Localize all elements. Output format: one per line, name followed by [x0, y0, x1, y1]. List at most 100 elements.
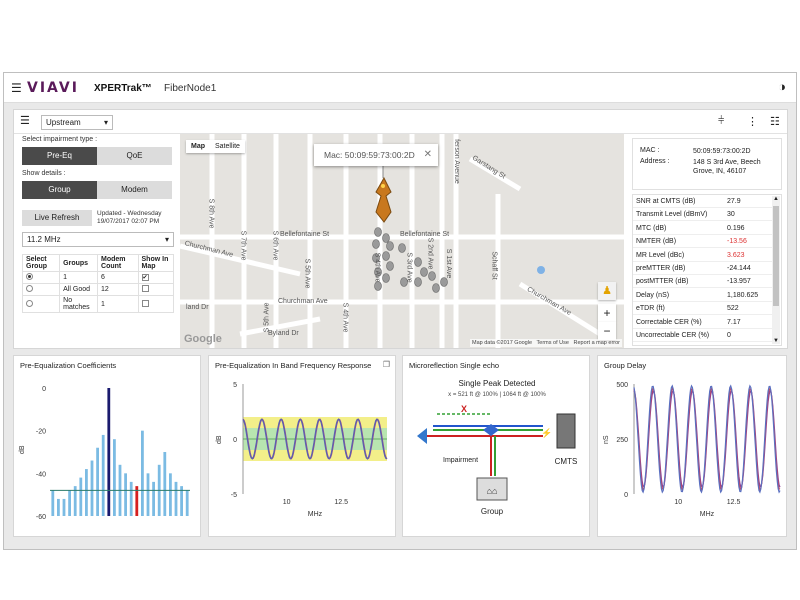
show-in-map-checkbox[interactable]: [141, 285, 149, 292]
street-label: S 2nd Ave: [426, 237, 434, 270]
zoom-in-button[interactable]: +: [598, 304, 616, 322]
metric-label: NMTER (dB): [636, 238, 677, 246]
panel-menu-icon[interactable]: ☰: [20, 115, 30, 127]
terms-link[interactable]: Terms of Use: [536, 340, 569, 346]
x-tick-label: 10: [283, 499, 291, 506]
metric-value: 3.623: [727, 251, 745, 259]
street-label: Byland Dr: [268, 330, 299, 337]
x-distance-label: X: [461, 404, 467, 414]
metric-value: 1,180.625: [727, 291, 759, 299]
table-row: All Good 12: [21, 283, 175, 296]
show-in-map-checkbox[interactable]: ✔: [141, 274, 149, 281]
coefficient-bar: [141, 430, 144, 516]
zoom-out-button[interactable]: −: [598, 322, 616, 340]
contrast-toggle-icon[interactable]: ◑: [778, 79, 786, 94]
metric-value: 30: [727, 211, 735, 219]
metric-value: 0: [727, 332, 731, 339]
metrics-scrollbar[interactable]: ▲ ▼: [772, 196, 780, 344]
tab-satellite[interactable]: Satellite: [215, 143, 240, 150]
scroll-down-icon[interactable]: ▼: [773, 338, 779, 344]
col-select-group: Select Group: [21, 254, 61, 272]
list-view-icon[interactable]: ☷: [770, 116, 780, 128]
scroll-up-icon[interactable]: ▲: [773, 196, 779, 202]
street-label: ferson Avenue: [452, 139, 460, 184]
report-error-link[interactable]: Report a map error: [573, 340, 620, 346]
coefficient-bar: [90, 460, 94, 516]
coefficient-bar: [174, 481, 178, 516]
group-radio[interactable]: [26, 299, 33, 307]
node-name: FiberNode1: [164, 83, 217, 94]
direction-select[interactable]: Upstream ▾: [41, 115, 113, 130]
qoe-button[interactable]: QoE: [97, 147, 172, 165]
map-type-tabs: Map Satellite: [186, 140, 245, 153]
modem-button[interactable]: Modem: [97, 181, 172, 199]
chevron-down-icon: ▾: [103, 118, 108, 127]
coefficient-bar: [113, 439, 116, 516]
group-button[interactable]: Group: [22, 181, 97, 199]
card-preeq-coefficients: Pre-Equalization Coefficients 0 -20 -40 -60…: [13, 355, 201, 537]
more-options-icon[interactable]: ⋮: [747, 116, 758, 128]
coefficient-bar: [135, 486, 139, 516]
tab-map[interactable]: Map: [191, 143, 205, 150]
panel-toolbar: ☰ Upstream ▾ ⫩ ⋮ ☷: [14, 110, 787, 134]
y-tick-label: 500: [616, 382, 628, 389]
micro-headline: Single Peak Detected: [459, 379, 536, 388]
show-in-map-checkbox[interactable]: [141, 299, 149, 307]
freq-response-chart: 5 0 -5 10 12.5 MHz dB: [216, 382, 388, 518]
copy-icon[interactable]: ❐: [382, 360, 390, 369]
mac-value: 50:09:59:73:00:2D: [693, 148, 751, 155]
metric-value: -24.144: [727, 265, 751, 272]
street-view-pegman-icon[interactable]: ♟: [598, 282, 616, 300]
modem-count: 12: [97, 283, 139, 296]
selected-modem-marker: [375, 176, 392, 223]
group-radio[interactable]: [26, 273, 33, 280]
pre-eq-button[interactable]: Pre-Eq: [22, 147, 97, 165]
group-delay-line: [633, 384, 781, 494]
street-label: S 1st Ave: [445, 248, 453, 279]
y-tick-label: 5: [233, 382, 237, 389]
filter-icon[interactable]: ⫩: [718, 115, 725, 127]
close-icon[interactable]: ✕: [423, 149, 432, 160]
coefficient-bar: [185, 490, 189, 516]
street-label: S 7th Ave: [239, 230, 247, 261]
popup-mac-text: Mac: 50:09:59:73:00:2D: [324, 150, 415, 160]
metric-row: Transmit Level (dBmV) 30: [633, 208, 773, 222]
card-freq-response: Pre-Equalization In Band Frequency Respo…: [208, 355, 396, 537]
map-data-text: Map data ©2017 Google: [472, 340, 533, 346]
coefficient-bar: [163, 452, 167, 516]
group-houses-icon: ⌂⌂: [487, 486, 498, 496]
x-tick-label: 12.5: [334, 499, 348, 506]
google-logo: Google: [184, 333, 222, 345]
card-group-delay: Group Delay 500 250 0 10 12.5 MHz nS: [597, 355, 787, 537]
metric-value: 27.9: [727, 198, 741, 205]
map-view[interactable]: Map Satellite Mac: 50:09:59:73:00:2D ✕ B…: [180, 134, 624, 348]
street-label: Bellefontaine St: [400, 231, 450, 238]
cable-break-icon: ⚡: [541, 427, 552, 439]
group-radio[interactable]: [26, 285, 33, 292]
y-tick-label: 0: [233, 437, 237, 444]
metric-value: 522: [727, 305, 739, 313]
coefficient-bar: [124, 473, 127, 516]
cmts-icon: [556, 413, 576, 449]
hamburger-menu-icon[interactable]: ☰: [11, 81, 22, 95]
live-refresh-button[interactable]: Live Refresh: [22, 210, 92, 226]
coefficient-bar: [62, 498, 66, 516]
metric-row: eTDR (ft) 522: [633, 302, 773, 316]
impairment-label: Impairment: [443, 457, 478, 464]
metrics-list[interactable]: Uncorrectable CER (%) 0 Correctable CER (%…: [632, 194, 782, 346]
y-tick-label: 0: [624, 492, 628, 499]
metric-label: MR Level (dBc): [636, 251, 685, 259]
group-name: All Good: [59, 283, 99, 296]
scroll-thumb[interactable]: [773, 206, 779, 306]
x-axis-label: MHz: [308, 511, 323, 518]
street-label: S 5th Ave: [303, 258, 311, 289]
frequency-select[interactable]: 11.2 MHz ▾: [22, 232, 174, 247]
metric-row: Uncorrectable CER (%) 0: [633, 329, 773, 342]
modem-info-panel: MAC : 50:09:59:73:00:2D Address : 148 S …: [628, 134, 788, 348]
brand-logo: VIAVI: [27, 80, 79, 96]
y-tick-label: 250: [616, 437, 628, 444]
mac-address-box: MAC : 50:09:59:73:00:2D Address : 148 S …: [632, 138, 782, 190]
street-label: land Dr: [186, 304, 209, 311]
impairment-toggle: Pre-Eq QoE: [22, 147, 172, 165]
y-tick-label: 0: [42, 386, 46, 393]
